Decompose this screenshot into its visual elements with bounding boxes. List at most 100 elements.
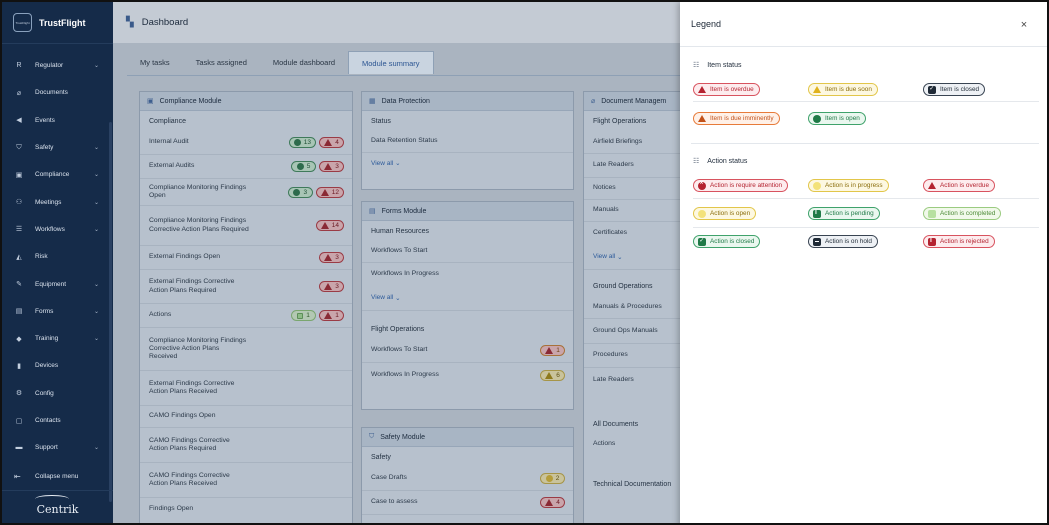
list-item[interactable]: Compliance Monitoring Findings Open 3 12 bbox=[140, 179, 352, 206]
badge-label: Action is overdue bbox=[940, 182, 990, 189]
open-count-badge[interactable]: 5 bbox=[291, 161, 316, 172]
sidebar-item-events[interactable]: ◀ Events bbox=[2, 107, 113, 134]
compliance-icon: ▣ bbox=[147, 98, 154, 105]
tab-module-dashboard[interactable]: Module dashboard bbox=[272, 58, 336, 67]
badge-label: Action is in progress bbox=[825, 182, 883, 189]
list-item[interactable]: CAMO Findings Corrective Action Plans Re… bbox=[140, 428, 352, 463]
warning-icon bbox=[324, 312, 333, 319]
in-progress-count-badge[interactable]: 2 bbox=[540, 473, 565, 484]
list-item[interactable]: Compliance Monitoring Findings Correctiv… bbox=[140, 328, 352, 371]
sidebar-item-risk[interactable]: ◭ Risk bbox=[2, 243, 113, 270]
stack-icon: ☰ bbox=[15, 226, 23, 234]
list-item[interactable]: Actions 1 1 bbox=[140, 304, 352, 328]
view-all-link[interactable]: View all ⌄ bbox=[362, 153, 573, 173]
close-button[interactable]: × bbox=[1019, 20, 1029, 31]
due-soon-count-badge[interactable]: 6 bbox=[540, 369, 565, 381]
list-item[interactable]: External Audits 5 3 bbox=[140, 155, 352, 179]
sidebar-item-documents[interactable]: ⌀ Documents bbox=[2, 79, 113, 106]
list-item[interactable]: Data Retention Status bbox=[362, 131, 573, 153]
badge-count: 3 bbox=[335, 163, 339, 170]
list-item[interactable]: CAMO Findings Corrective Action Plans Re… bbox=[140, 463, 352, 498]
item-due-imminently-badge: Item is due imminently bbox=[693, 112, 780, 125]
overdue-count-badge[interactable]: 14 bbox=[315, 220, 344, 231]
row-label: Manuals & Procedures bbox=[593, 302, 662, 310]
list-item[interactable]: Late Readers bbox=[584, 368, 792, 392]
list-item[interactable]: Case Drafts 2 bbox=[362, 467, 573, 491]
paperclip-icon: ⌀ bbox=[16, 89, 22, 97]
list-item[interactable]: Workflows To Start bbox=[362, 241, 573, 263]
action-rejected-badge: Action is rejected bbox=[923, 235, 995, 248]
sidebar-item-compliance[interactable]: ▣ Compliance ⌄ bbox=[2, 161, 113, 188]
overdue-count-badge[interactable]: 4 bbox=[540, 497, 565, 508]
open-count-badge[interactable]: 3 bbox=[287, 186, 313, 198]
overdue-count-badge[interactable]: 1 bbox=[319, 310, 344, 321]
sidebar-item-devices[interactable]: ▮ Devices bbox=[2, 352, 113, 379]
tab-tasks-assigned[interactable]: Tasks assigned bbox=[195, 58, 247, 67]
overdue-count-badge[interactable]: 3 bbox=[319, 252, 344, 263]
row-label: Late Readers bbox=[593, 161, 634, 169]
sidebar-item-regulator[interactable]: R Regulator ⌄ bbox=[2, 52, 113, 79]
legend-panel: Legend × ☷ Item status Item is overdue It… bbox=[680, 2, 1047, 523]
section-title: Technical Documentation bbox=[593, 480, 672, 488]
sidebar-item-meetings[interactable]: ⚇ Meetings ⌄ bbox=[2, 188, 113, 215]
tab-module-summary[interactable]: Module summary bbox=[348, 51, 434, 74]
list-item[interactable]: External Findings Open 3 bbox=[140, 246, 352, 270]
list-item[interactable]: Case to assess 4 bbox=[362, 491, 573, 515]
sidebar-item-forms[interactable]: ▤ Forms ⌄ bbox=[2, 298, 113, 325]
completed-count-badge[interactable]: 1 bbox=[291, 310, 316, 321]
tab-my-tasks[interactable]: My tasks bbox=[140, 58, 170, 67]
list-item[interactable]: Actions bbox=[584, 434, 792, 454]
sidebar-item-safety[interactable]: ⛉ Safety ⌄ bbox=[2, 134, 113, 161]
chevron-down-icon: ⌄ bbox=[393, 294, 401, 302]
row-label: Case Drafts bbox=[371, 474, 407, 482]
list-item[interactable]: External Findings Corrective Action Plan… bbox=[140, 270, 352, 304]
action-overdue-badge: Action is overdue bbox=[923, 179, 996, 192]
list-item[interactable]: Compliance Monitoring Findings Correctiv… bbox=[140, 206, 352, 246]
badge-count: 12 bbox=[331, 188, 339, 196]
sidebar-item-training[interactable]: ◆ Training ⌄ bbox=[2, 325, 113, 352]
list-item[interactable]: Workflows In Progress bbox=[362, 263, 573, 285]
list-item[interactable]: Workflows In Progress 6 bbox=[362, 363, 573, 387]
card-header: ▦ Data Protection bbox=[362, 92, 573, 111]
badge-count: 1 bbox=[306, 312, 310, 319]
sidebar-item-support[interactable]: ▬ Support ⌄ bbox=[2, 434, 113, 461]
list-item[interactable]: Workflows To Start 1 bbox=[362, 339, 573, 363]
list-item[interactable]: Findings Open bbox=[140, 498, 352, 520]
action-on-hold-badge: Action is on hold bbox=[808, 235, 878, 248]
list-item[interactable]: Certificates bbox=[584, 222, 792, 244]
sidebar-item-contacts[interactable]: ▢ Contacts bbox=[2, 407, 113, 434]
row-label: Actions bbox=[149, 311, 172, 319]
collapse-menu-button[interactable]: ⇤ Collapse menu bbox=[2, 465, 113, 487]
warning-icon bbox=[324, 283, 333, 290]
in-progress-dot-icon bbox=[545, 475, 553, 482]
list-item[interactable]: CAMO Findings Open bbox=[140, 406, 352, 428]
chevron-down-icon: ⌄ bbox=[93, 445, 99, 452]
view-all-link[interactable]: View all ⌄ bbox=[362, 285, 573, 311]
row-label: Compliance Monitoring Findings Open bbox=[149, 183, 247, 199]
section-title: ☷ Action status bbox=[693, 155, 1039, 167]
overdue-count-badge[interactable]: 3 bbox=[319, 281, 344, 292]
sidebar-item-workflows[interactable]: ☰ Workflows ⌄ bbox=[2, 216, 113, 243]
support-icon: ▬ bbox=[15, 444, 23, 452]
badge-count: 3 bbox=[335, 254, 339, 261]
overdue-count-badge[interactable]: 4 bbox=[319, 137, 344, 148]
chevron-down-icon: ⌄ bbox=[615, 253, 623, 261]
overdue-count-badge[interactable]: 1 bbox=[540, 345, 565, 356]
view-all-label: View all bbox=[371, 294, 394, 301]
section-title-label: Item status bbox=[707, 61, 742, 69]
brand[interactable]: TrustFlight TrustFlight bbox=[2, 2, 113, 44]
list-item[interactable]: External Findings Corrective Action Plan… bbox=[140, 371, 352, 406]
list-item[interactable]: Internal Audit 13 4 bbox=[140, 131, 352, 155]
sidebar-scrollbar[interactable] bbox=[109, 122, 112, 502]
badge-count: 13 bbox=[303, 139, 311, 146]
sidebar-item-config[interactable]: ⚙ Config bbox=[2, 380, 113, 407]
row-label: Compliance Monitoring Findings Correctiv… bbox=[149, 336, 247, 361]
chevron-down-icon: ⌄ bbox=[93, 308, 99, 315]
overdue-count-badge[interactable]: 12 bbox=[315, 186, 344, 198]
overdue-count-badge[interactable]: 3 bbox=[319, 161, 344, 172]
warning-icon bbox=[698, 86, 706, 93]
sidebar-item-label: Documents bbox=[35, 89, 68, 97]
sidebar-item-label: Safety bbox=[35, 144, 54, 152]
sidebar-item-equipment[interactable]: ✎ Equipment ⌄ bbox=[2, 270, 113, 297]
open-count-badge[interactable]: 13 bbox=[288, 137, 316, 148]
